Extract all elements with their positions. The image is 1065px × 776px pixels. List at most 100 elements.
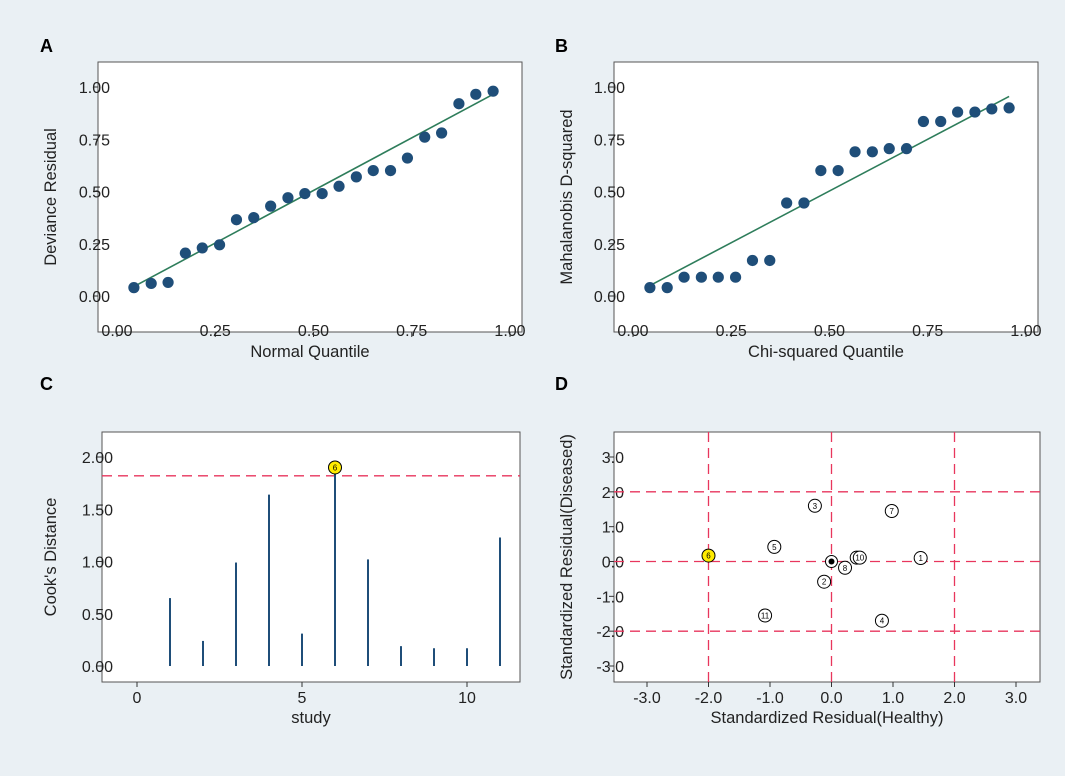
study-label: 1 (918, 554, 923, 563)
study-marker (838, 560, 853, 575)
y-axis-label: Deviance Residual (42, 128, 60, 266)
x-axis-label: study (291, 709, 331, 727)
x-tick-label: 0.75 (912, 323, 943, 340)
x-tick-label: 0.75 (396, 323, 427, 340)
y-tick-label: 0.00 (594, 289, 625, 306)
y-tick-label: 0.50 (79, 185, 110, 202)
data-point (986, 103, 998, 115)
data-point (367, 165, 379, 177)
data-point (316, 187, 328, 200)
data-point (815, 165, 827, 177)
data-point (644, 282, 656, 294)
study-marker (807, 498, 822, 513)
y-tick-label: 0.0 (602, 555, 624, 572)
data-point (333, 180, 345, 192)
study-label: 11 (761, 611, 770, 620)
y-tick-label: 0.00 (79, 289, 110, 306)
data-point (969, 106, 981, 118)
x-tick-label: 0.25 (200, 323, 231, 340)
plot-area-c (101, 431, 521, 683)
data-point (781, 197, 793, 209)
x-tick-label: 0.00 (101, 323, 132, 340)
y-tick-label: -2.0 (596, 624, 624, 641)
data-point (213, 239, 226, 251)
data-point (917, 115, 930, 128)
y-tick-label: 2.0 (602, 485, 624, 502)
study-marker (767, 539, 782, 554)
data-point (230, 214, 243, 226)
y-tick-label: 0.25 (594, 237, 625, 254)
panel-a: A 0.00 0.25 0.50 0.75 1.00 0.00 0.25 0.50 0.75 1.… (40, 36, 526, 361)
x-tick-label: 0.50 (814, 323, 845, 340)
x-tick-label: 0.50 (298, 323, 329, 340)
x-tick-label: 0.00 (617, 323, 648, 340)
y-tick-label: 1.00 (82, 555, 113, 572)
y-tick-label: 0.75 (79, 132, 110, 149)
highlight-label: 6 (333, 463, 338, 472)
study-label: 3 (813, 502, 818, 511)
data-point (935, 115, 947, 128)
y-axis-label: Mahalanobis D-squared (558, 109, 576, 284)
plot-area-b (613, 61, 1039, 333)
x-tick-label: 5 (298, 690, 307, 707)
data-point (453, 98, 465, 110)
fit-line (133, 93, 494, 288)
study-marker (884, 503, 899, 518)
data-point (952, 106, 964, 118)
y-axis-label: Cook's Distance (42, 498, 60, 617)
data-point (764, 254, 776, 267)
x-tick-label: 0 (133, 690, 142, 707)
x-tick-label: -3.0 (633, 690, 661, 707)
data-point (866, 146, 878, 158)
y-tick-label: 0.75 (594, 132, 625, 149)
x-tick-label: 1.00 (1010, 323, 1041, 340)
y-tick-label: 1.00 (594, 80, 625, 97)
data-point (470, 88, 482, 100)
x-tick-label: 1.00 (494, 323, 525, 340)
data-point (179, 247, 191, 259)
data-point (436, 127, 448, 139)
data-point (128, 282, 140, 294)
data-point (299, 187, 311, 200)
study-label: 4 (880, 617, 885, 626)
panel-label-b: B (555, 36, 568, 56)
y-tick-label: 0.50 (594, 185, 625, 202)
x-axis-label: Standardized Residual(Healthy) (711, 709, 944, 727)
x-tick-label: 1.0 (882, 690, 904, 707)
data-point (196, 242, 208, 254)
data-point (832, 165, 844, 177)
data-point (248, 212, 260, 224)
x-tick-label: -1.0 (756, 690, 784, 707)
study-marker-dot (828, 558, 835, 565)
data-point (265, 200, 277, 212)
study-label: 6 (706, 552, 711, 561)
x-tick-label: 3.0 (1005, 690, 1027, 707)
study-marker (874, 613, 889, 628)
x-tick-label: 2.0 (943, 690, 965, 707)
x-tick-label: 10 (458, 690, 476, 707)
data-point (401, 152, 414, 164)
data-point (162, 276, 174, 289)
study-marker (852, 550, 867, 565)
panel-c: C 0.00 0.50 1.00 1.50 2.00 0 5 10 study Cook's Di… (40, 374, 521, 727)
study-label: 10 (855, 554, 864, 563)
data-point (1003, 102, 1015, 114)
x-axis-label: Chi-squared Quantile (748, 343, 904, 361)
data-point (883, 143, 895, 155)
data-point (849, 146, 861, 158)
y-tick-label: -3.0 (596, 659, 624, 676)
data-point (695, 271, 707, 283)
study-label: 5 (772, 543, 777, 552)
fit-line (649, 95, 1010, 287)
data-point (661, 282, 673, 294)
x-axis-label: Normal Quantile (250, 343, 369, 361)
data-point (384, 165, 397, 177)
data-point (746, 254, 759, 267)
panel-d: D -3.0 -2.0 -1.0 0.0 1.0 2.0 3.0 -3.0 -2.0 -1.0 0.… (555, 374, 1041, 727)
x-tick-label: 0.25 (716, 323, 747, 340)
y-tick-label: 0.25 (79, 237, 110, 254)
data-point (729, 271, 742, 283)
data-point (712, 271, 724, 283)
data-point (678, 271, 690, 283)
